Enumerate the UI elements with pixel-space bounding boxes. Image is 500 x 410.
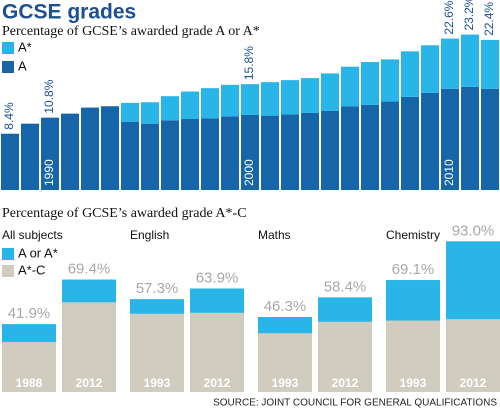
value-label: 63.9% xyxy=(196,269,239,286)
legend-label: A xyxy=(18,58,27,73)
bar-segment xyxy=(201,88,219,119)
value-label: 8.4% xyxy=(2,102,16,130)
bar-segment xyxy=(141,123,159,190)
group-label: All subjects xyxy=(2,228,63,242)
x-tick-label: 2000 xyxy=(242,159,256,186)
bar-segment xyxy=(361,62,379,105)
bar-segment xyxy=(61,113,79,190)
x-tick-label: 1993 xyxy=(144,376,171,390)
legend-swatch xyxy=(2,265,14,277)
bar-segment xyxy=(341,106,359,190)
bar-segment xyxy=(421,45,439,93)
x-tick-label: 2012 xyxy=(76,376,103,390)
bar-segment xyxy=(381,101,399,190)
x-tick-label: 1990 xyxy=(42,159,56,186)
bar-segment xyxy=(441,38,459,89)
legend-label: A*-C xyxy=(18,262,45,277)
bar-segment xyxy=(261,82,279,116)
group-label: English xyxy=(130,228,169,242)
bar-segment xyxy=(241,114,259,190)
bar xyxy=(130,299,184,392)
bar-segment xyxy=(1,133,19,190)
bar-segment xyxy=(130,299,184,314)
value-label: 69.1% xyxy=(392,261,435,278)
bar-segment xyxy=(421,92,439,190)
bar-segment xyxy=(81,107,99,190)
bar-segment xyxy=(401,96,419,190)
bar-segment xyxy=(201,118,219,190)
value-label: 22.6% xyxy=(442,0,456,34)
x-tick-label: 1993 xyxy=(400,376,427,390)
bar-segment xyxy=(446,241,500,320)
bar-segment xyxy=(301,112,319,190)
legend-swatch xyxy=(2,42,14,54)
bar-segment xyxy=(281,114,299,190)
x-tick-label: 2010 xyxy=(442,159,456,186)
bar-segment xyxy=(161,96,179,121)
bar-segment xyxy=(121,102,139,122)
legend-swatch xyxy=(2,61,14,73)
bar-segment xyxy=(62,279,116,303)
bar-segment xyxy=(258,316,312,334)
x-tick-label: 1988 xyxy=(16,376,43,390)
bar-segment xyxy=(321,110,339,190)
bar-segment xyxy=(381,59,399,102)
bar-segment xyxy=(341,66,359,107)
bar-segment xyxy=(261,115,279,190)
value-label: 10.8% xyxy=(42,79,56,113)
chart-subtitle: Percentage of GCSE’s awarded grade A or … xyxy=(2,24,260,39)
bar-segment xyxy=(181,118,199,190)
source: SOURCE: JOINT COUNCIL FOR GENERAL QUALIF… xyxy=(213,398,497,409)
bar-segment xyxy=(241,84,259,115)
bar-segment xyxy=(461,86,479,190)
value-label: 58.4% xyxy=(324,278,367,295)
bar-segment xyxy=(101,106,119,190)
x-tick-label: 2012 xyxy=(204,376,231,390)
x-tick-label: 1993 xyxy=(272,376,299,390)
group-label: Chemistry xyxy=(386,228,440,242)
chart-subtitle: Percentage of GCSE’s awarded grade A*-C xyxy=(2,206,247,221)
bar-segment xyxy=(461,34,479,87)
x-tick-label: 2012 xyxy=(460,376,487,390)
legend-label: A or A* xyxy=(18,245,58,260)
bar-segment xyxy=(161,120,179,190)
value-label: 15.8% xyxy=(242,46,256,80)
bar-segment xyxy=(41,117,59,190)
bar-segment xyxy=(318,297,372,322)
value-label: 46.3% xyxy=(264,298,307,315)
value-label: 41.9% xyxy=(8,305,51,322)
legend-swatch xyxy=(2,248,14,260)
bar-segment xyxy=(321,73,339,111)
bar-segment xyxy=(281,80,299,115)
bar-segment xyxy=(441,88,459,190)
bar-segment xyxy=(301,78,319,113)
bar-segment xyxy=(190,288,244,313)
value-label: 69.4% xyxy=(68,261,111,278)
bar-segment xyxy=(386,280,440,321)
bar-segment xyxy=(21,123,39,190)
group-label: Maths xyxy=(258,228,291,242)
value-label: 22.4% xyxy=(482,2,496,36)
legend-label: A* xyxy=(18,39,32,54)
bar-segment xyxy=(401,51,419,97)
bar-segment xyxy=(221,116,239,190)
value-label: 93.0% xyxy=(452,222,495,239)
bar-segment xyxy=(181,91,199,119)
bar-segment xyxy=(361,104,379,190)
value-label: 23.2% xyxy=(462,0,476,31)
x-tick-label: 2012 xyxy=(332,376,359,390)
bar-segment xyxy=(221,84,239,117)
bar-segment xyxy=(141,102,159,124)
bar-segment xyxy=(121,121,139,190)
bar-segment xyxy=(481,88,499,190)
value-label: 57.3% xyxy=(136,280,179,297)
bar-segment xyxy=(2,324,56,342)
chart-title: GCSE grades xyxy=(2,1,136,24)
bar-segment xyxy=(481,39,499,89)
